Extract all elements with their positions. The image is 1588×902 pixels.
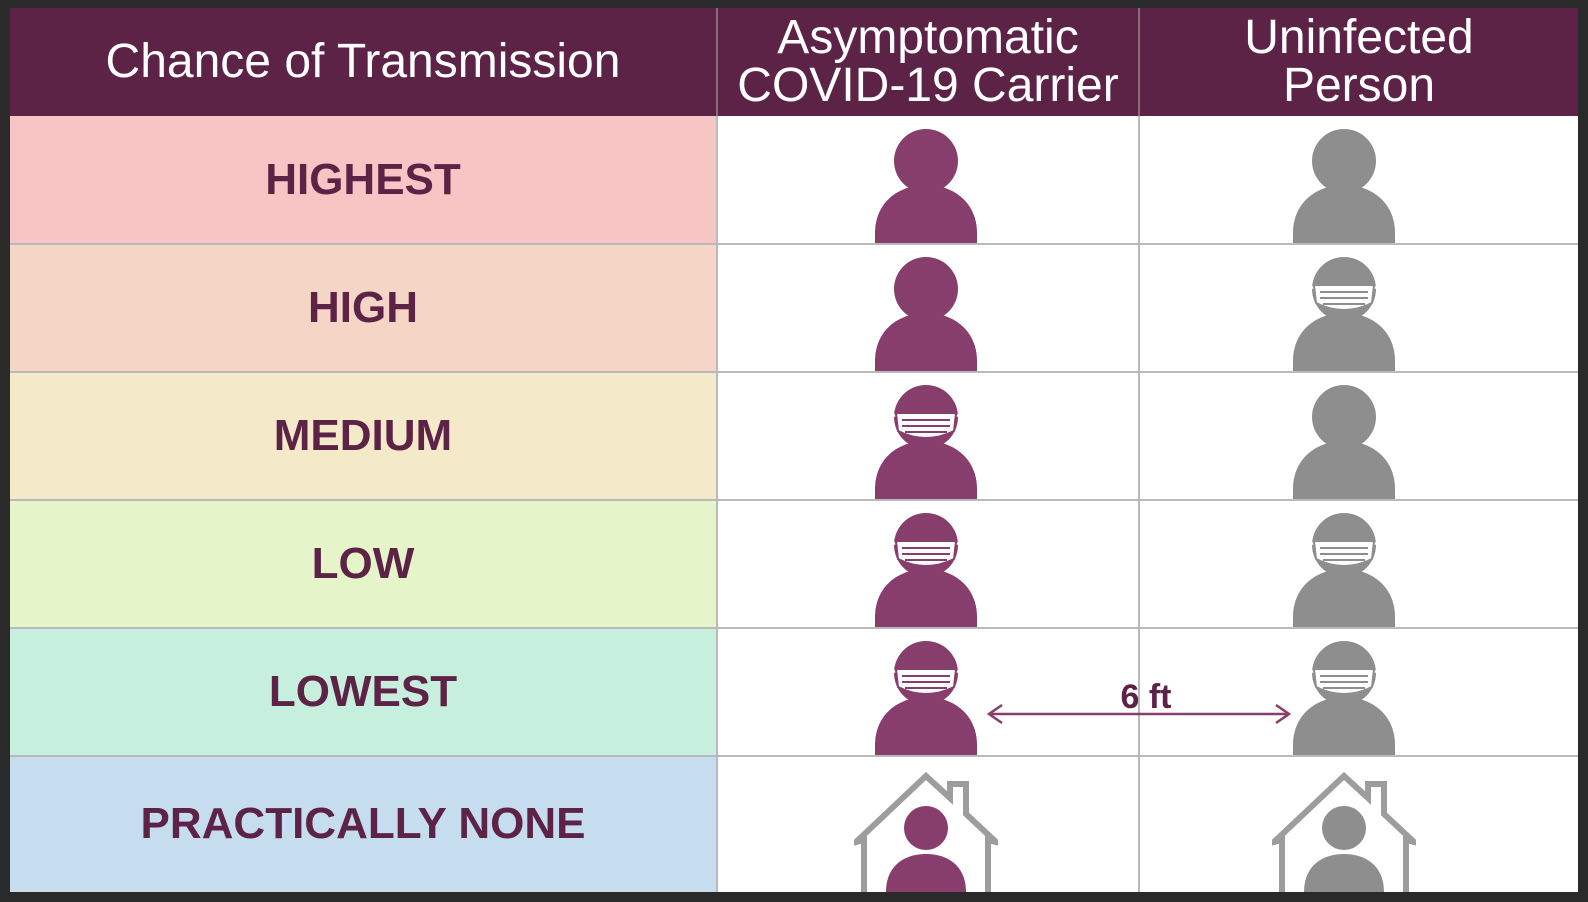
row-label-highest: HIGHEST	[10, 116, 716, 244]
uninfected-masked-person-icon	[1292, 513, 1396, 632]
column-divider	[716, 116, 718, 892]
distance-arrow-icon	[986, 703, 1292, 725]
carrier-masked-person-icon	[874, 513, 978, 632]
transmission-chart: Chance of Transmission Asymptomatic COVI…	[10, 8, 1578, 892]
uninfected-person-icon	[1292, 129, 1396, 248]
column-divider	[1138, 116, 1140, 892]
row-label-medium: MEDIUM	[10, 372, 716, 500]
uninfected-person-icon	[1292, 385, 1396, 504]
header-carrier-line1: Asymptomatic	[777, 11, 1079, 64]
row-label-low: LOW	[10, 500, 716, 628]
carrier-masked-person-icon	[874, 385, 978, 504]
row-label-high: HIGH	[10, 244, 716, 372]
carrier-person-icon	[874, 257, 978, 376]
header-divider	[716, 8, 718, 116]
header-asymptomatic-carrier: Asymptomatic COVID-19 Carrier	[718, 8, 1138, 116]
carrier-person-icon	[874, 129, 978, 248]
uninfected-person-in-house-icon	[1263, 770, 1425, 897]
row-divider	[10, 499, 1578, 501]
header-uninfected-line1: Uninfected	[1244, 11, 1474, 64]
row-divider	[10, 627, 1578, 629]
carrier-masked-person-icon	[874, 641, 978, 760]
header-divider	[1138, 8, 1140, 116]
row-label-practically-none: PRACTICALLY NONE	[10, 756, 716, 892]
row-divider	[10, 371, 1578, 373]
carrier-person-in-house-icon	[845, 770, 1007, 897]
row-divider	[10, 243, 1578, 245]
distance-label: 6 ft	[1120, 678, 1172, 716]
header-uninfected-line2: Person	[1282, 59, 1436, 112]
header-carrier-line2: COVID-19 Carrier	[737, 59, 1119, 112]
uninfected-masked-person-icon	[1292, 257, 1396, 376]
row-label-lowest: LOWEST	[10, 628, 716, 756]
row-divider	[10, 755, 1578, 757]
uninfected-masked-person-icon	[1292, 641, 1396, 760]
header-uninfected-person: Uninfected Person	[1140, 8, 1578, 116]
header-chance-of-transmission: Chance of Transmission	[10, 8, 716, 116]
header-chance-label: Chance of Transmission	[105, 35, 621, 88]
